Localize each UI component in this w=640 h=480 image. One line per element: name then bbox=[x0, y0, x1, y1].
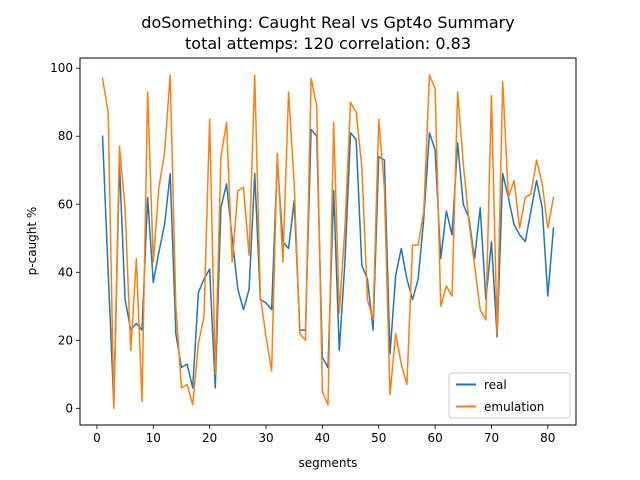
y-axis: 0 20 40 60 80 100 bbox=[50, 61, 80, 415]
plot-frame bbox=[79, 57, 577, 426]
y-tick-label: 60 bbox=[58, 197, 73, 211]
series-line-emulation bbox=[101, 74, 555, 410]
x-tick-label: 40 bbox=[315, 431, 330, 445]
legend-label-real: real bbox=[484, 378, 507, 392]
x-tick-label: 30 bbox=[258, 431, 273, 445]
chart-title-line-1: doSomething: Caught Real vs Gpt4o Summar… bbox=[141, 13, 514, 32]
x-tick-label: 0 bbox=[93, 431, 101, 445]
y-tick-label: 100 bbox=[50, 61, 73, 75]
y-tick-label: 0 bbox=[65, 401, 73, 415]
x-axis: 0 10 20 30 40 50 60 70 80 bbox=[93, 425, 555, 445]
legend-label-emulation: emulation bbox=[484, 400, 544, 414]
x-tick-label: 70 bbox=[484, 431, 499, 445]
y-tick-label: 80 bbox=[58, 129, 73, 143]
y-tick-label: 20 bbox=[58, 333, 73, 347]
x-tick-label: 20 bbox=[202, 431, 217, 445]
chart-title-line-2: total attemps: 120 correlation: 0.83 bbox=[185, 34, 471, 53]
x-axis-label: segments bbox=[299, 456, 358, 470]
x-tick-label: 60 bbox=[427, 431, 442, 445]
x-tick-label: 50 bbox=[371, 431, 386, 445]
y-tick-label: 40 bbox=[58, 265, 73, 279]
series-line-real bbox=[101, 128, 555, 406]
legend-box bbox=[448, 372, 571, 419]
x-tick-label: 10 bbox=[146, 431, 161, 445]
plot-area bbox=[101, 74, 555, 410]
y-axis-label: p-caught % bbox=[25, 207, 39, 276]
legend: real emulation bbox=[448, 372, 571, 419]
x-tick-label: 80 bbox=[540, 431, 555, 445]
